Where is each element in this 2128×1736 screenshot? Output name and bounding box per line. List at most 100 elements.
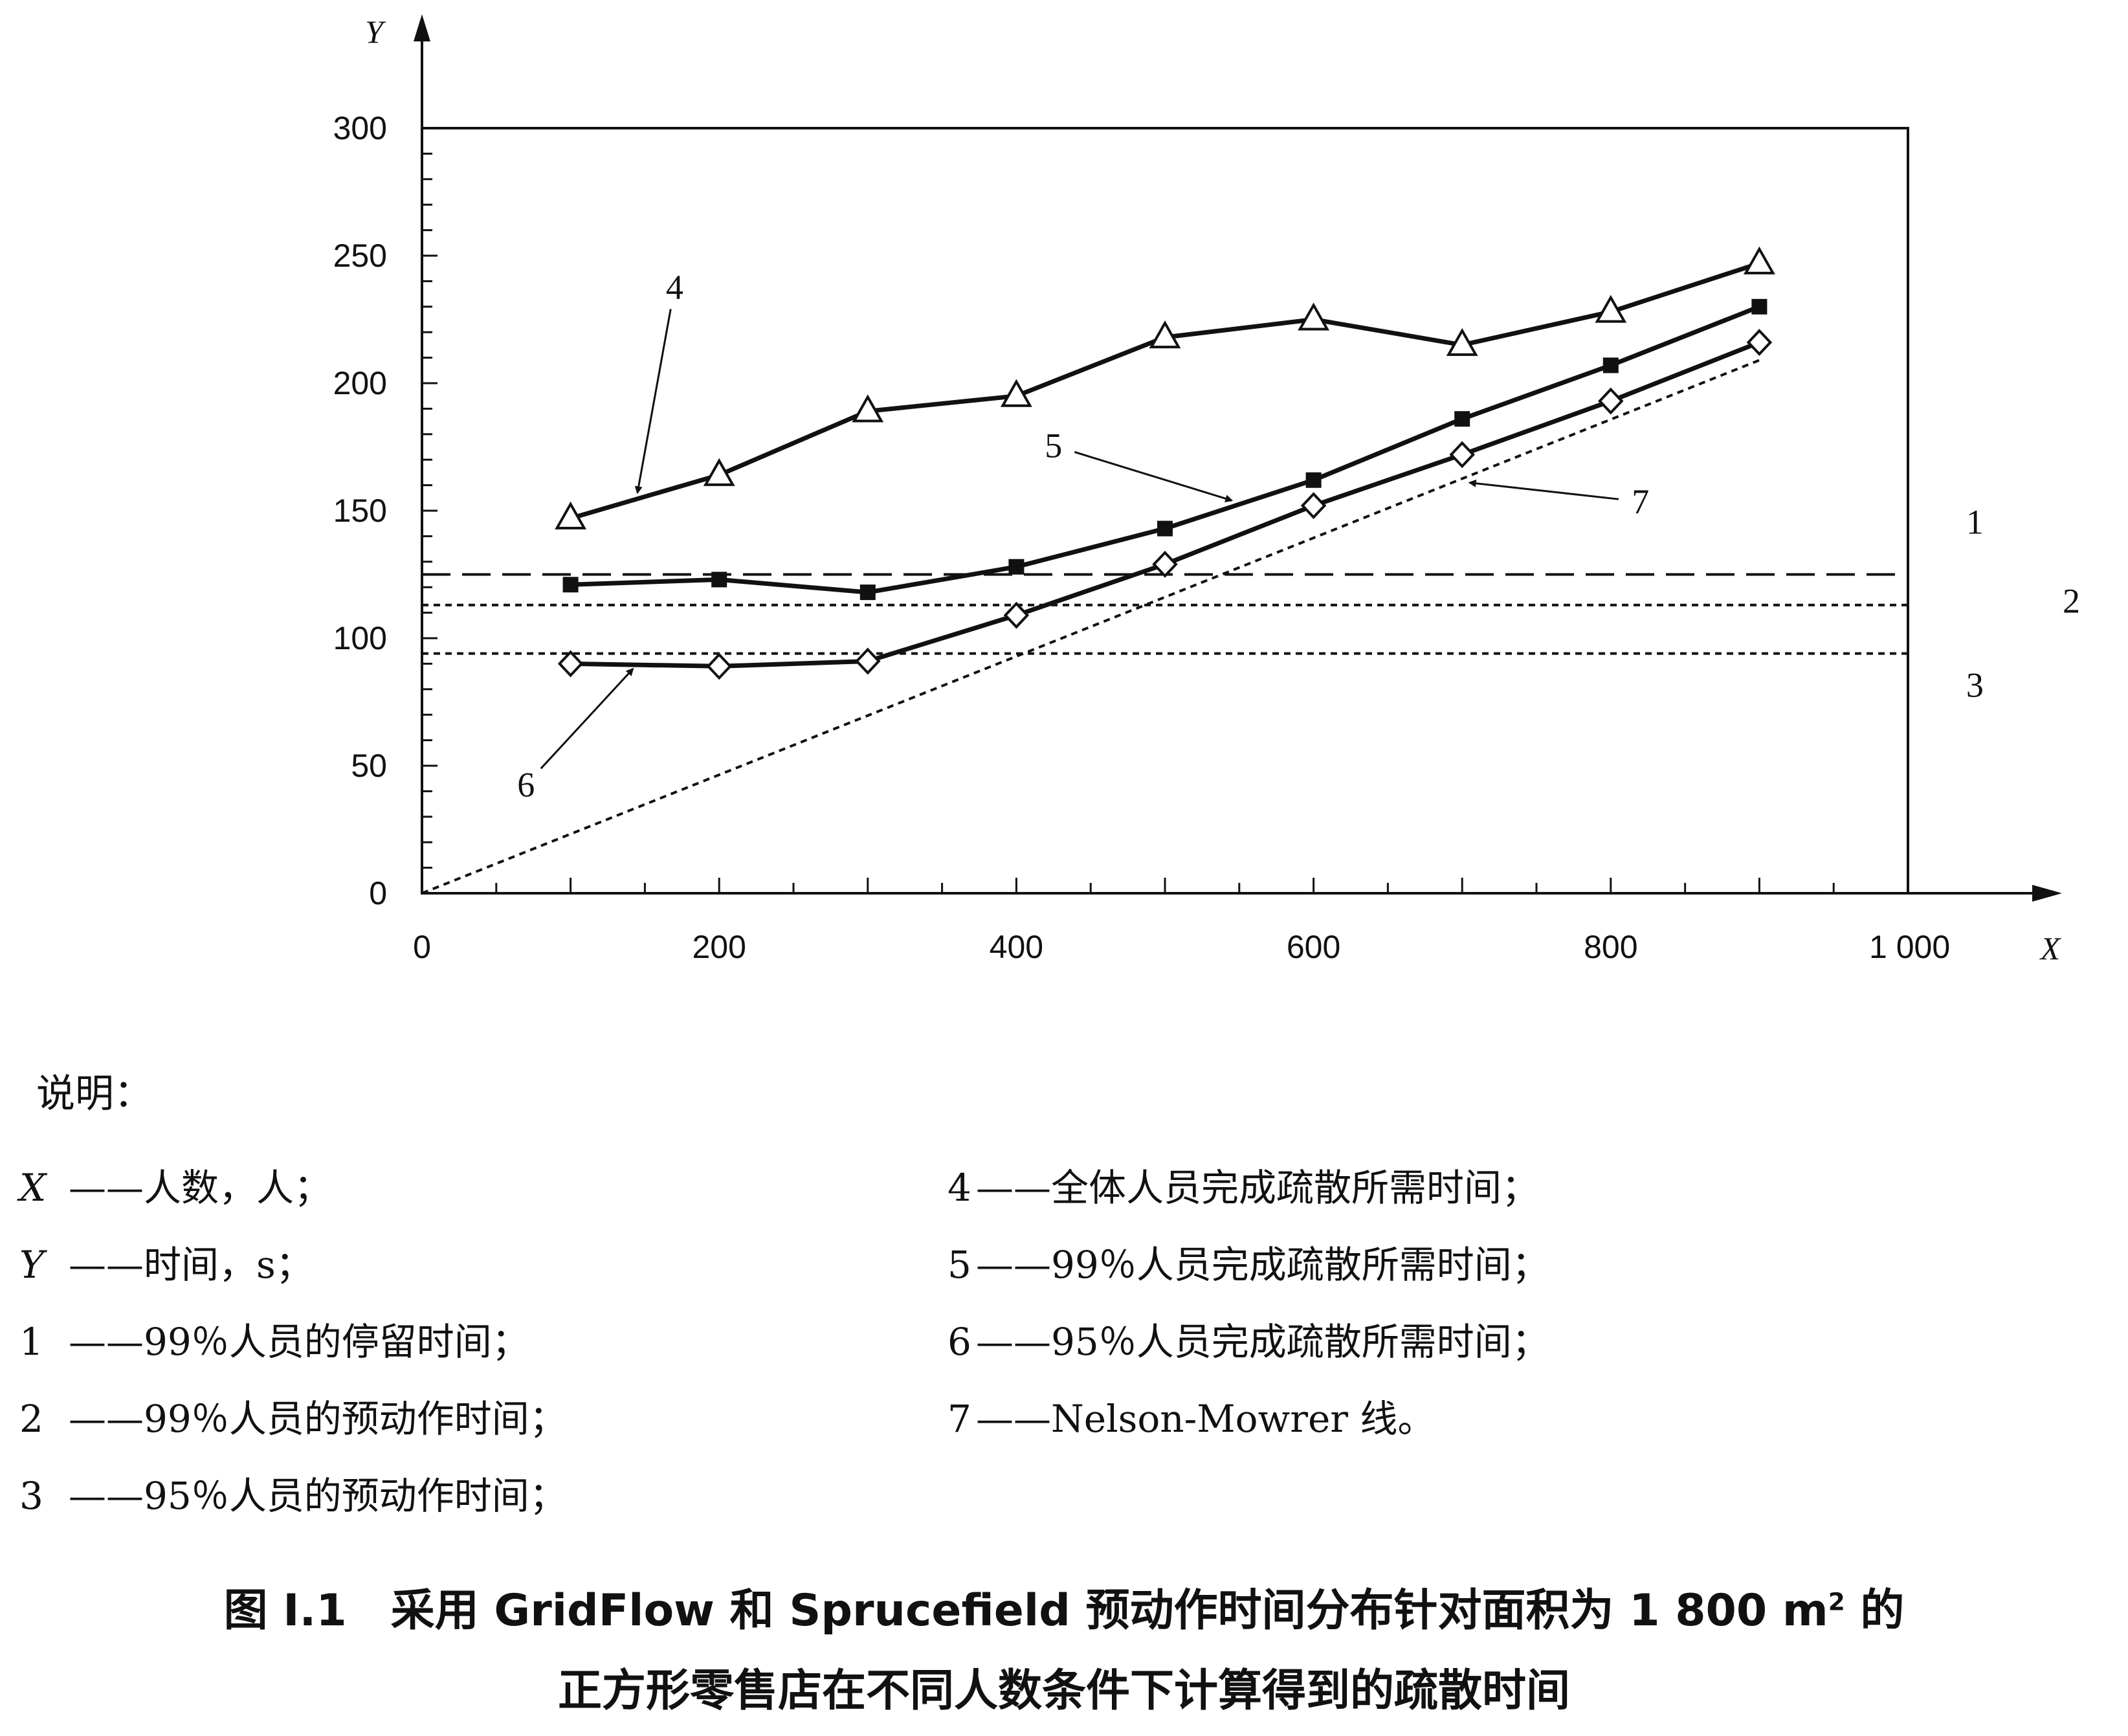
figure-caption-line-2: 正方形零售店在不同人数条件下计算得到的疏散时间 <box>557 1665 1570 1717</box>
y-tick-label: 100 <box>333 620 387 656</box>
diamond-marker <box>1598 387 1624 415</box>
legend-item-y: Y ——时间，s； <box>19 1234 313 1289</box>
legend-title: 说明： <box>36 1071 153 1117</box>
square-marker <box>1454 411 1470 427</box>
series-lines <box>421 246 1908 895</box>
legend-item-1: 1 ——99％人员的停留时间； <box>19 1311 529 1366</box>
legend-text: ——95％人员的预动作时间； <box>69 1474 567 1518</box>
callout-label-1: 1 <box>1966 502 1984 541</box>
legend-item-2: 2 ——99％人员的预动作时间； <box>19 1388 567 1443</box>
diamond-marker <box>706 652 732 680</box>
triangle-marker <box>1743 246 1775 274</box>
legend-key: 6 <box>948 1320 971 1364</box>
legend-text: ——时间，s； <box>69 1243 313 1287</box>
y-axis-label: Y <box>365 14 386 50</box>
triangle-marker <box>703 458 735 486</box>
y-tick-label: 250 <box>333 238 387 274</box>
legend-item-6: 6 ——95％人员完成疏散所需时间； <box>948 1311 1549 1366</box>
legend-text: ——99％人员的停留时间； <box>69 1320 529 1364</box>
series-6 <box>557 329 1773 680</box>
diamond-marker <box>1449 441 1475 469</box>
x-tick-label: 0 <box>413 929 431 965</box>
triangle-marker <box>1149 320 1181 349</box>
legend-item-3: 3 ——95％人员的预动作时间； <box>19 1465 567 1520</box>
triangle-marker <box>1446 328 1478 356</box>
diamond-marker <box>1003 601 1030 629</box>
legend-key: 4 <box>948 1166 971 1210</box>
diamond-marker <box>557 650 584 678</box>
x-tick-label: 800 <box>1584 929 1637 965</box>
square-marker <box>562 577 579 593</box>
series-5-line <box>570 304 1760 595</box>
figure-caption-line-1: 图 I.1 采用 GridFlow 和 Sprucefield 预动作时间分布针… <box>0 1574 2128 1638</box>
x-tick-label: 600 <box>1287 929 1340 965</box>
y-tick-label: 300 <box>333 110 387 146</box>
callout-arrow-4 <box>634 309 672 495</box>
legend-text: ——99％人员完成疏散所需时间； <box>976 1243 1549 1287</box>
y-tick-label: 150 <box>333 493 387 529</box>
y-tick-label: 50 <box>351 748 387 784</box>
series-4 <box>555 246 1775 529</box>
callout-arrow-5 <box>1074 451 1234 503</box>
square-marker <box>711 572 727 588</box>
legend-text: ——人数，人； <box>69 1166 332 1210</box>
triangle-marker <box>1298 302 1330 331</box>
square-marker <box>1602 357 1619 373</box>
triangle-marker <box>852 394 884 423</box>
x-axis-label: X <box>2039 930 2062 966</box>
callout-label-2: 2 <box>2063 582 2080 621</box>
callout-label-5: 5 <box>1045 426 1062 465</box>
legend-key: Y <box>19 1243 45 1287</box>
series-callouts: 4 5 6 7 1 2 3 <box>517 268 2080 804</box>
legend-text: ——95％人员完成疏散所需时间； <box>976 1320 1549 1364</box>
y-axis-arrow <box>414 14 430 41</box>
square-marker <box>1305 472 1322 488</box>
square-marker <box>1157 520 1173 537</box>
series-7-line <box>421 359 1760 895</box>
legend-text: ——全体人员完成疏散所需时间； <box>976 1166 1540 1210</box>
callout-label-7: 7 <box>1632 482 1649 521</box>
axis-ticks: 0 50 100 150 200 250 300 0 200 400 600 800 1 000 <box>333 110 1951 965</box>
x-tick-label: 1 000 <box>1869 929 1950 965</box>
legend-item-5: 5 ——99％人员完成疏散所需时间； <box>948 1234 1549 1289</box>
square-marker <box>1008 559 1025 575</box>
diamond-marker <box>1746 329 1773 356</box>
square-marker <box>1751 298 1768 315</box>
legend-key: 7 <box>948 1397 971 1441</box>
diamond-marker <box>855 647 881 675</box>
legend-key: 2 <box>19 1397 43 1441</box>
callout-label-4: 4 <box>666 268 683 307</box>
y-tick-label: 0 <box>369 875 387 911</box>
legend-item-7: 7 ——Nelson-Mowrer 线。 <box>948 1388 1435 1443</box>
plot-frame <box>421 127 1909 895</box>
triangle-marker <box>1595 295 1627 323</box>
series-5 <box>562 298 1768 601</box>
legend-item-4: 4 ——全体人员完成疏散所需时间； <box>948 1157 1539 1212</box>
caption-line-1-prefix: 图 I.1 采用 GridFlow 和 Sprucefield 预动作时间分布针… <box>223 1585 1828 1636</box>
series-6-line <box>570 340 1760 669</box>
legend-key: 5 <box>948 1243 971 1287</box>
caption-line-1-suffix: 的 <box>1845 1585 1905 1636</box>
axes: YX <box>365 14 2062 966</box>
legend-key: X <box>19 1166 47 1210</box>
callout-arrow-7 <box>1468 479 1619 500</box>
diamond-marker <box>1152 550 1178 578</box>
x-axis-arrow <box>2032 885 2062 902</box>
legend-item-x: X ——人数，人； <box>19 1157 331 1212</box>
x-tick-label: 200 <box>692 929 746 965</box>
legend-key: 1 <box>19 1320 43 1364</box>
callout-label-6: 6 <box>517 765 535 804</box>
square-marker <box>859 584 876 601</box>
series-7 <box>421 359 1760 895</box>
legend-text: ——99％人员的预动作时间； <box>69 1397 567 1441</box>
diamond-marker <box>1300 492 1327 520</box>
triangle-marker <box>555 501 587 529</box>
legend-key: 3 <box>19 1474 43 1518</box>
callout-arrow-6 <box>540 667 634 770</box>
triangle-marker <box>1000 379 1032 407</box>
x-tick-label: 400 <box>990 929 1043 965</box>
callout-label-3: 3 <box>1966 666 1984 705</box>
y-tick-label: 200 <box>333 365 387 401</box>
caption-superscript: 2 <box>1828 1587 1845 1616</box>
